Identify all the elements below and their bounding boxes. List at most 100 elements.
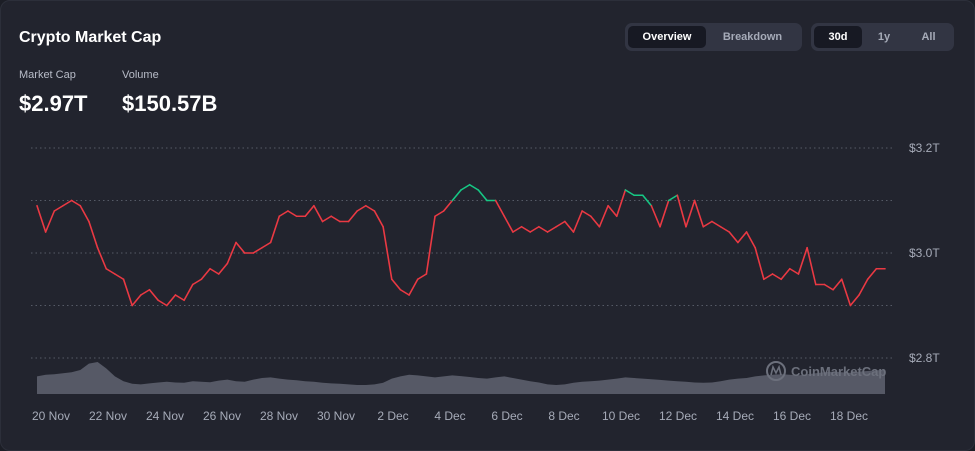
- line-segment: [494, 199, 506, 218]
- line-segment: [269, 215, 281, 244]
- x-tick-label: 6 Dec: [491, 409, 522, 423]
- line-segment: [70, 199, 82, 207]
- line-segment: [529, 225, 540, 233]
- range-1y-button[interactable]: 1y: [877, 31, 891, 43]
- range-30d-button[interactable]: 30d: [814, 26, 862, 48]
- line-segment: [520, 225, 532, 233]
- line-segment: [165, 294, 177, 307]
- line-segment: [866, 267, 878, 281]
- line-segment: [650, 204, 661, 228]
- line-segment: [572, 210, 583, 233]
- line-segment: [849, 294, 860, 307]
- line-segment: [200, 267, 211, 281]
- line-segment: [693, 199, 705, 228]
- tab-overview[interactable]: Overview: [628, 26, 706, 48]
- line-segment: [209, 267, 220, 275]
- x-tick-label: 22 Nov: [89, 409, 127, 423]
- tab-breakdown[interactable]: Breakdown: [722, 31, 783, 43]
- volume-value: $150.57B: [122, 91, 218, 116]
- range-all-button[interactable]: All: [921, 31, 936, 43]
- line-segment: [382, 225, 393, 281]
- line-segment: [408, 278, 419, 296]
- line-segment: [356, 204, 367, 212]
- line-segment: [321, 215, 333, 223]
- line-segment: [140, 288, 151, 296]
- line-segment: [546, 225, 557, 233]
- line-segment: [287, 210, 298, 218]
- line-segment: [503, 215, 514, 233]
- line-segment: [365, 204, 376, 212]
- line-segment: [373, 210, 384, 228]
- line-segment: [105, 267, 116, 275]
- line-segment: [754, 246, 765, 281]
- line-segment: [763, 273, 774, 281]
- line-segment: [451, 189, 462, 202]
- line-segment: [261, 241, 272, 249]
- line-segment: [598, 204, 609, 228]
- line-segment: [390, 278, 402, 291]
- line-segment: [581, 210, 592, 218]
- line-segment: [676, 194, 687, 228]
- y-tick-label: $3.2T: [909, 141, 940, 155]
- line-segment: [641, 194, 653, 207]
- line-segment: [148, 288, 159, 302]
- volume-label: Volume: [122, 69, 159, 81]
- line-segment: [806, 246, 817, 286]
- line-segment: [304, 204, 315, 218]
- line-segment: [122, 278, 133, 307]
- line-segment: [745, 231, 757, 249]
- line-segment: [797, 246, 808, 275]
- x-tick-label: 12 Dec: [659, 409, 697, 423]
- watermark-text: CoinMarketCap: [791, 364, 886, 379]
- line-segment: [191, 278, 203, 286]
- x-tick-label: 14 Dec: [716, 409, 754, 423]
- view-toggle: Overview Breakdown: [625, 23, 802, 51]
- x-tick-label: 20 Nov: [32, 409, 70, 423]
- x-tick-label: 30 Nov: [317, 409, 355, 423]
- line-segment: [96, 246, 108, 270]
- line-segment: [659, 199, 670, 228]
- line-segment: [174, 294, 185, 302]
- line-segment: [771, 273, 782, 281]
- line-segment: [564, 220, 575, 233]
- x-tick-label: 28 Nov: [260, 409, 298, 423]
- market-cap-value: $2.97T: [19, 91, 88, 116]
- y-tick-label: $2.8T: [909, 351, 940, 365]
- line-segment: [399, 288, 410, 296]
- y-tick-label: $3.0T: [909, 246, 940, 260]
- x-tick-label: 16 Dec: [773, 409, 811, 423]
- line-segment: [737, 231, 748, 244]
- watermark: CoinMarketCap: [766, 361, 886, 381]
- x-tick-label: 24 Nov: [146, 409, 184, 423]
- market-cap-label: Market Cap: [19, 69, 76, 81]
- line-segment: [53, 204, 64, 212]
- line-segment: [460, 183, 471, 191]
- line-segment: [226, 241, 237, 265]
- line-segment: [36, 204, 47, 233]
- line-segment: [157, 299, 168, 307]
- line-segment: [728, 231, 739, 244]
- line-segment: [131, 294, 142, 307]
- x-tick-label: 2 Dec: [377, 409, 408, 423]
- line-segment: [425, 215, 436, 275]
- line-segment: [79, 204, 90, 223]
- volume-area: [37, 362, 885, 394]
- line-segment: [477, 189, 488, 202]
- line-segment: [442, 199, 454, 212]
- line-segment: [468, 183, 480, 191]
- line-segment: [217, 262, 229, 275]
- line-segment: [88, 220, 99, 249]
- x-tick-label: 10 Dec: [602, 409, 640, 423]
- line-segment: [183, 283, 194, 302]
- line-segment: [858, 278, 869, 296]
- line-segment: [607, 204, 618, 218]
- line-segment: [615, 189, 627, 218]
- line-segment: [840, 278, 852, 307]
- line-segment: [624, 189, 635, 197]
- line-segment: [235, 241, 246, 254]
- line-segment: [44, 210, 56, 233]
- line-segment: [719, 225, 731, 233]
- line-segment: [789, 267, 800, 275]
- line-segment: [711, 220, 722, 228]
